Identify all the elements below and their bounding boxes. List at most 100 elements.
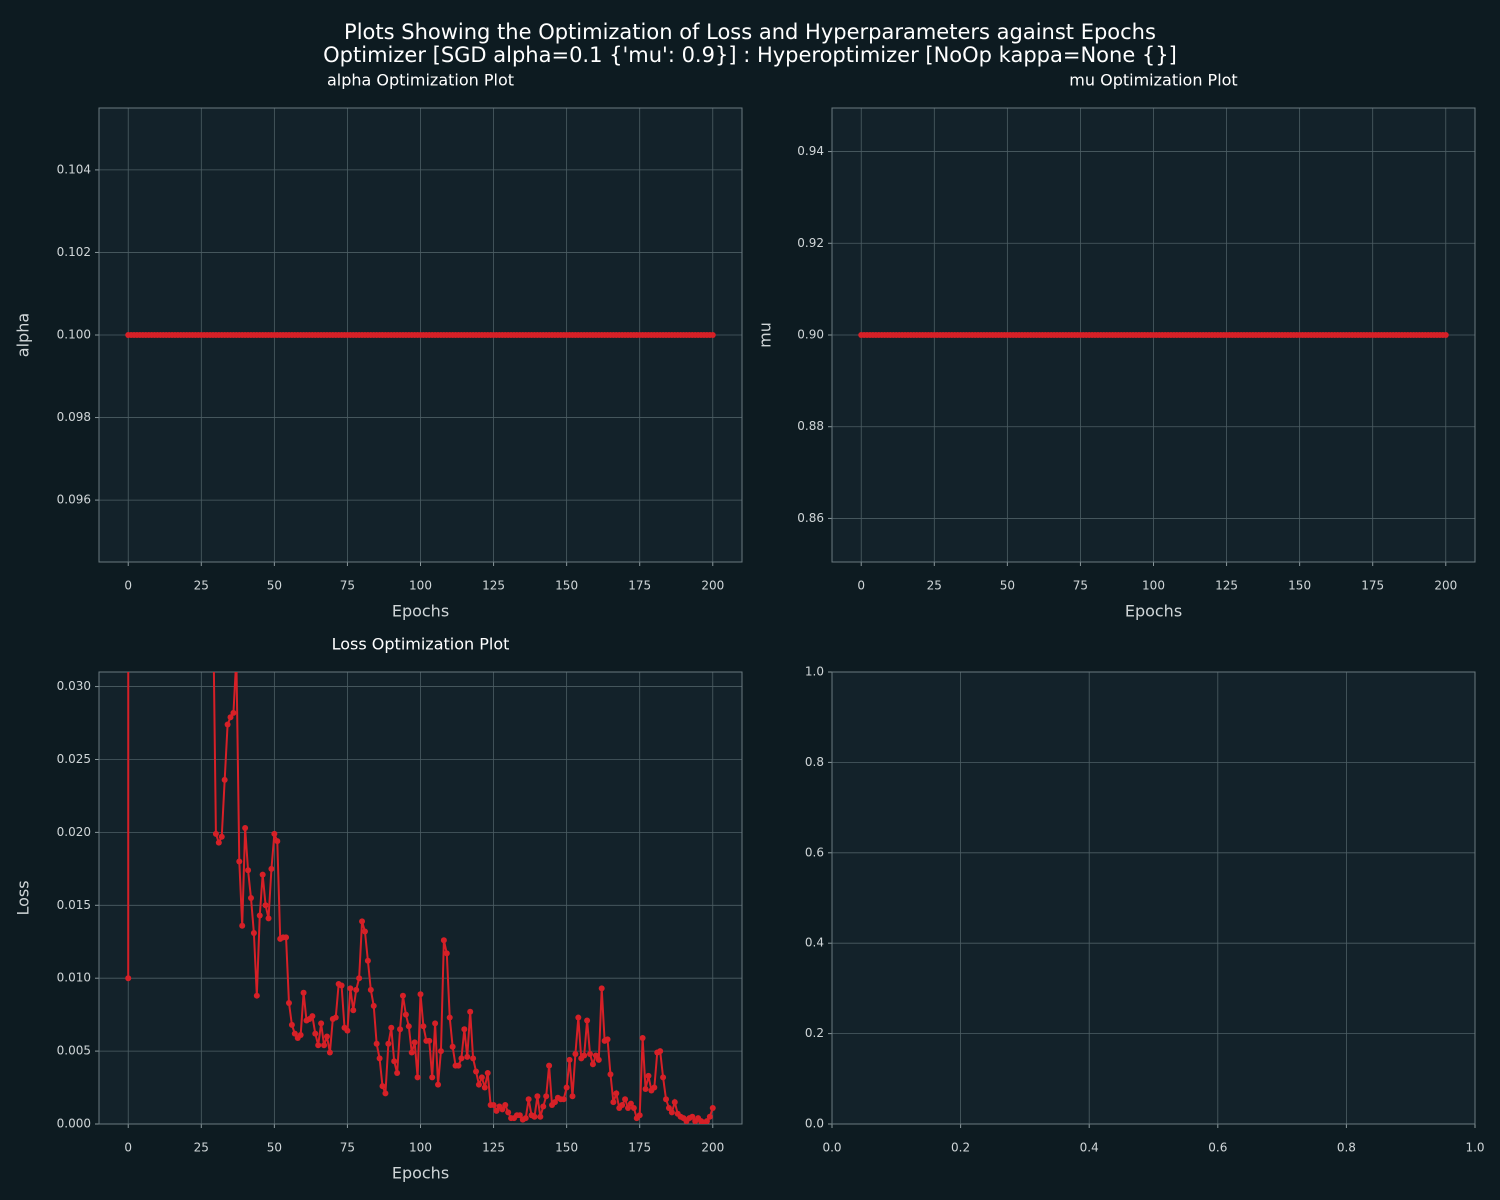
marker [645, 1072, 652, 1079]
marker [551, 1099, 558, 1106]
marker [625, 1104, 632, 1111]
marker [706, 1113, 713, 1120]
marker [458, 1055, 465, 1062]
marker [388, 1024, 395, 1031]
marker [227, 714, 234, 721]
marker [429, 1074, 436, 1081]
marker [598, 985, 605, 992]
marker [253, 992, 260, 999]
marker [420, 1023, 427, 1030]
marker [224, 721, 231, 728]
marker [639, 1034, 646, 1041]
marker [397, 1026, 404, 1033]
marker [271, 830, 278, 837]
marker [566, 1056, 573, 1063]
marker [347, 985, 354, 992]
plot-title: Loss Optimization Plot [332, 635, 510, 654]
marker [411, 1039, 418, 1046]
marker [437, 1048, 444, 1055]
marker [689, 1113, 696, 1120]
x-axis-label: Epochs [1125, 602, 1182, 621]
marker [467, 1008, 474, 1015]
marker [356, 975, 363, 982]
figure-title: Plots Showing the Optimization of Loss a… [344, 20, 1156, 44]
plot-area [832, 672, 1475, 1124]
marker [595, 1056, 602, 1063]
marker [540, 1103, 547, 1110]
marker [525, 1096, 532, 1103]
y-tick-label: 0.020 [57, 825, 91, 839]
x-tick-label: 0.2 [951, 1141, 970, 1155]
marker [332, 1014, 339, 1021]
x-tick-label: 75 [340, 579, 355, 593]
x-tick-label: 0.0 [822, 1141, 841, 1155]
y-tick-label: 0.94 [797, 144, 824, 158]
marker [379, 1083, 386, 1090]
series [125, 672, 716, 1124]
marker [470, 1055, 477, 1062]
marker [256, 912, 263, 919]
marker [473, 1068, 480, 1075]
marker [218, 833, 225, 840]
marker [382, 1090, 389, 1097]
x-tick-label: 75 [340, 1141, 355, 1155]
marker [338, 982, 345, 989]
marker [300, 989, 307, 996]
marker [592, 1052, 599, 1059]
marker [475, 1081, 482, 1088]
marker [665, 1104, 672, 1111]
marker [703, 1118, 710, 1124]
marker [505, 1109, 512, 1116]
marker [268, 865, 275, 872]
x-tick-label: 200 [1434, 579, 1457, 593]
marker [619, 1102, 626, 1109]
marker [461, 1026, 468, 1033]
x-tick-label: 175 [628, 579, 651, 593]
marker [563, 1084, 570, 1091]
marker [671, 1099, 678, 1106]
x-tick-label: 0 [124, 579, 132, 593]
marker [250, 929, 257, 936]
marker [239, 922, 246, 929]
marker [288, 1021, 295, 1028]
y-tick-label: 0.098 [57, 410, 91, 424]
marker [531, 1113, 538, 1120]
marker [350, 1007, 357, 1014]
marker [315, 1042, 322, 1049]
marker [417, 991, 424, 998]
x-tick-label: 200 [701, 1141, 724, 1155]
marker [364, 957, 371, 964]
y-axis-label: alpha [14, 313, 33, 357]
marker [651, 1084, 658, 1091]
marker [283, 934, 290, 941]
marker [323, 1033, 330, 1040]
marker [516, 1112, 523, 1119]
y-tick-label: 0.2 [805, 1026, 824, 1040]
marker [321, 1042, 328, 1049]
plot-title: alpha Optimization Plot [327, 71, 514, 90]
y-tick-label: 0.86 [797, 511, 824, 525]
marker [312, 1030, 319, 1037]
marker [589, 1061, 596, 1068]
y-tick-label: 0.102 [57, 245, 91, 259]
marker [604, 1036, 611, 1043]
marker [464, 1053, 471, 1060]
marker [373, 1040, 380, 1047]
x-tick-label: 75 [1073, 579, 1088, 593]
marker [297, 1032, 304, 1039]
marker [359, 918, 366, 925]
marker [446, 1014, 453, 1021]
y-axis-label: Loss [14, 880, 33, 915]
x-tick-label: 125 [1215, 579, 1238, 593]
marker [668, 1109, 675, 1116]
x-tick-label: 0 [857, 579, 865, 593]
y-tick-label: 0.100 [57, 328, 91, 342]
marker [587, 1051, 594, 1058]
marker [493, 1107, 500, 1114]
y-tick-label: 0.030 [57, 679, 91, 693]
x-tick-label: 25 [194, 579, 209, 593]
x-axis-label: Epochs [392, 602, 449, 621]
marker [385, 1040, 392, 1047]
axes-frame [98, 107, 743, 563]
